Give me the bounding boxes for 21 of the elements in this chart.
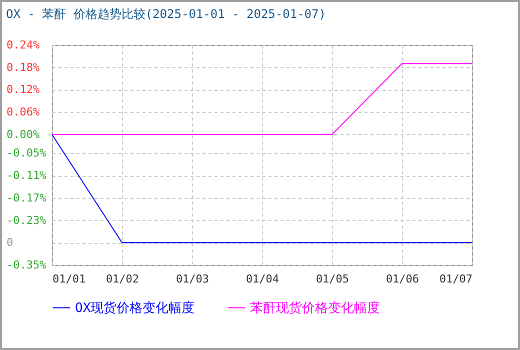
y-tick-label: 0.06% [6, 106, 40, 119]
x-tick-label: 01/06 [386, 272, 420, 286]
y-tick-label: 0.18% [6, 60, 40, 74]
legend-label: 苯酐现货价格变化幅度 [250, 300, 380, 316]
x-tick-label: 01/07 [439, 272, 472, 286]
y-tick-label: 0.24% [6, 38, 40, 52]
y-tick-label: 0.12% [6, 83, 40, 96]
y-tick-label: -0.11% [6, 169, 47, 182]
x-tick-label: 01/05 [316, 272, 350, 286]
y-tick-label: -0.05% [6, 146, 47, 160]
x-tick-label: 01/04 [246, 272, 280, 286]
y-tick-label: 0 [6, 236, 14, 250]
y-tick-label: -0.35% [6, 258, 47, 272]
y-tick-label: 0.00% [6, 128, 40, 141]
x-tick-label: 01/03 [176, 272, 210, 286]
x-tick-label: 01/01 [52, 272, 86, 286]
legend-label: OX现货价格变化幅度 [75, 300, 195, 316]
y-tick-label: -0.17% [6, 191, 47, 204]
chart-title: OX - 苯酐 价格趋势比较(2025-01-01 - 2025-01-07) [6, 7, 326, 21]
y-tick-label: -0.23% [6, 214, 47, 227]
x-tick-label: 01/02 [106, 272, 140, 286]
